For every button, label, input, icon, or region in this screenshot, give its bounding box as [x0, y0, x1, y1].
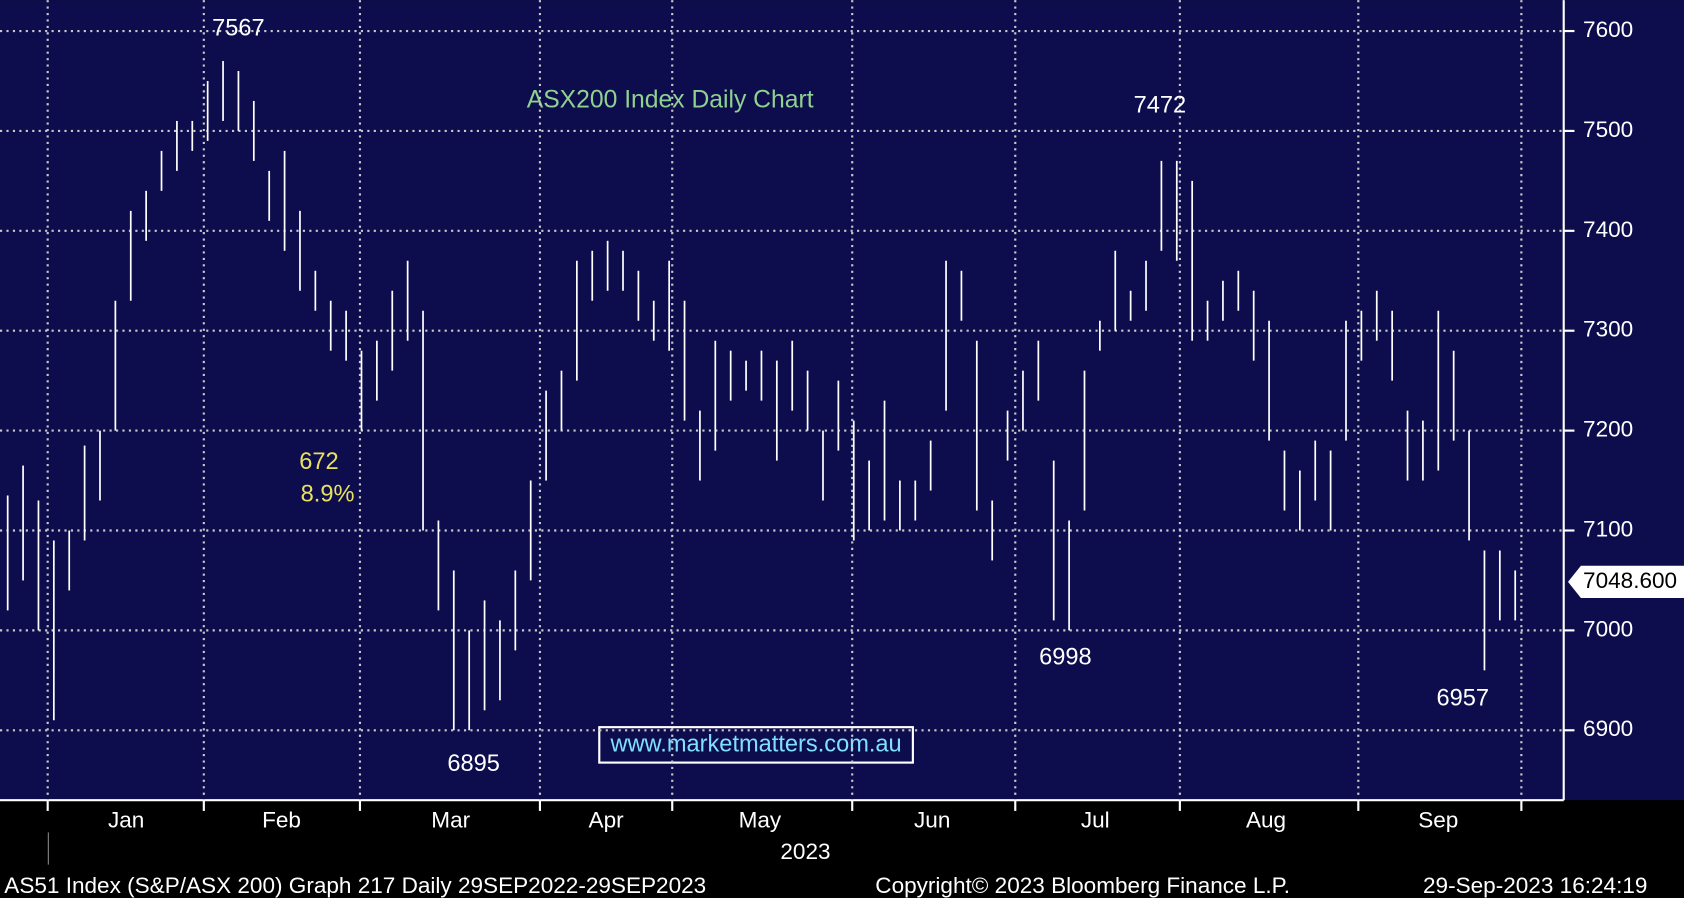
- annotation: 6895: [447, 751, 500, 777]
- y-tick-label: 7100: [1583, 516, 1633, 541]
- y-tick-label: 7500: [1583, 117, 1633, 142]
- x-tick-label: May: [739, 808, 782, 833]
- footer-background: [0, 800, 1684, 898]
- y-tick-label: 6900: [1583, 716, 1633, 741]
- y-tick-label: 7200: [1583, 417, 1633, 442]
- annotation: 672: [299, 449, 338, 475]
- x-tick-label: Jul: [1081, 808, 1110, 833]
- x-tick-label: Feb: [262, 808, 301, 833]
- website-box: [598, 726, 914, 764]
- y-tick-label: 7600: [1583, 17, 1633, 42]
- footer-text: AS51 Index (S&P/ASX 200) Graph 217 Daily…: [4, 873, 706, 898]
- last-price-label: 7048.600: [1583, 568, 1677, 593]
- footer-text: 29-Sep-2023 16:24:19: [1423, 873, 1647, 898]
- footer-text: Copyright© 2023 Bloomberg Finance L.P.: [875, 873, 1290, 898]
- y-tick-label: 7300: [1583, 317, 1633, 342]
- y-tick-label: 7400: [1583, 217, 1633, 242]
- x-tick-label: Jan: [108, 808, 144, 833]
- annotation: 7567: [212, 15, 265, 41]
- x-tick-label: Aug: [1246, 808, 1286, 833]
- annotation: 6998: [1039, 645, 1092, 671]
- x-tick-label: Jun: [914, 808, 950, 833]
- x-axis-label: 2023: [780, 839, 830, 864]
- website: www.marketmatters.com.au: [609, 732, 901, 758]
- x-tick-label: Apr: [589, 808, 625, 833]
- annotation: 7472: [1134, 93, 1187, 119]
- x-tick-label: Mar: [431, 808, 470, 833]
- x-tick-label: Sep: [1418, 808, 1458, 833]
- chart-title: ASX200 Index Daily Chart: [527, 87, 814, 114]
- annotation: 8.9%: [301, 481, 355, 507]
- annotation: 6957: [1436, 685, 1489, 711]
- plot-background: [0, 0, 1684, 801]
- last-price-tag: [1568, 565, 1684, 598]
- y-tick-label: 7000: [1583, 616, 1633, 641]
